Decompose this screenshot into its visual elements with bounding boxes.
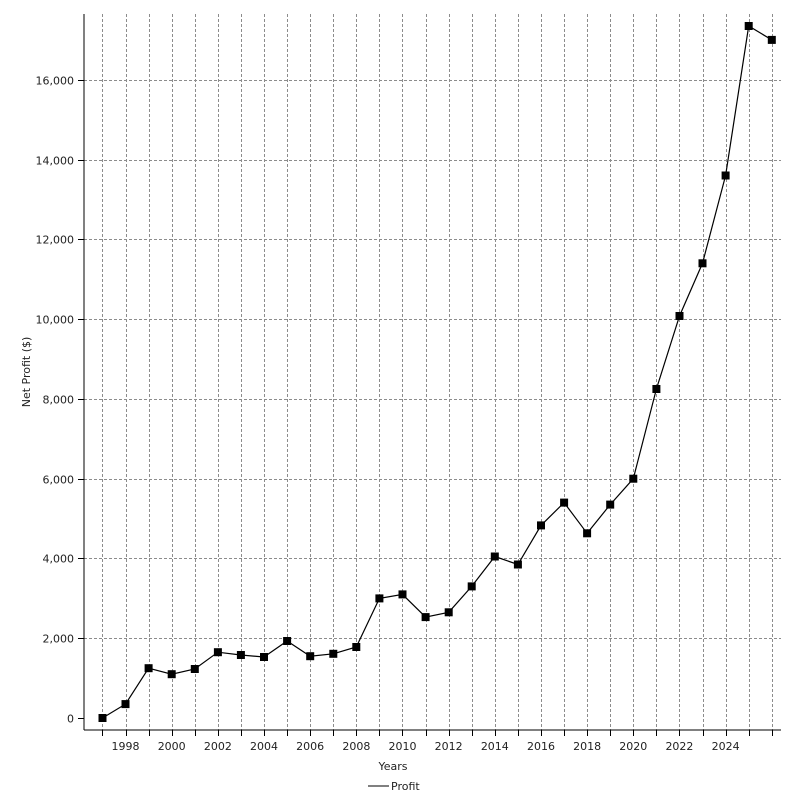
series-profit (98, 22, 776, 722)
data-point-marker (121, 700, 130, 709)
x-ticks: 1998 2000 2002 2004 2006 2008 2010 2012 2014 2016… (102, 730, 773, 753)
data-point-marker (629, 474, 638, 483)
data-point-marker (260, 653, 268, 661)
y-tick-label: 12,000 (36, 234, 75, 247)
data-point-marker (329, 649, 338, 658)
axes (83, 14, 781, 731)
data-point-marker (213, 648, 222, 657)
data-point-marker (583, 529, 592, 538)
series-line (102, 25, 773, 719)
data-point-marker (744, 22, 753, 30)
data-point-marker (144, 664, 153, 673)
x-tick-label: 2004 (250, 740, 278, 753)
x-tick-label: 2024 (712, 740, 740, 753)
data-point-marker (352, 643, 361, 651)
data-point-marker (421, 613, 430, 622)
x-tick-label: 2018 (573, 740, 601, 753)
y-tick-label: 16,000 (36, 75, 75, 88)
legend-label-profit: Profit (391, 780, 420, 793)
y-tick-label: 6,000 (43, 474, 75, 487)
data-point-marker (767, 35, 776, 44)
data-point-marker (698, 259, 707, 268)
y-tick-label: 10,000 (36, 314, 75, 327)
data-point-marker (283, 637, 292, 645)
x-tick-label: 2002 (204, 740, 232, 753)
data-point-marker (606, 500, 615, 509)
x-tick-label: 1998 (112, 740, 140, 753)
data-point-marker (398, 590, 407, 599)
data-point-marker (190, 665, 199, 673)
data-point-marker (721, 171, 730, 180)
y-ticks: 0 2,000 4,000 6,000 8,000 10,000 12,000 14,000 1… (36, 75, 84, 726)
data-point-marker (375, 594, 384, 603)
y-tick-label: 14,000 (36, 155, 75, 168)
legend: Profit (368, 780, 420, 793)
x-tick-label: 2010 (388, 740, 416, 753)
x-axis-title: Years (377, 760, 407, 773)
x-tick-label: 2000 (158, 740, 186, 753)
y-tick-label: 0 (67, 713, 74, 726)
x-tick-label: 2022 (665, 740, 693, 753)
data-point-marker (537, 521, 545, 530)
data-point-marker (98, 714, 107, 722)
x-tick-label: 2016 (527, 740, 555, 753)
x-tick-label: 2014 (481, 740, 509, 753)
grid (84, 14, 781, 730)
y-axis-title: Net Profit ($) (20, 337, 33, 408)
data-point-marker (236, 651, 245, 659)
data-point-marker (513, 560, 522, 569)
x-tick-label: 2020 (619, 740, 647, 753)
data-point-marker (560, 498, 569, 507)
data-point-marker (490, 552, 499, 561)
y-tick-label: 2,000 (43, 633, 75, 646)
data-point-marker (306, 652, 315, 661)
x-tick-label: 2012 (435, 740, 463, 753)
data-point-marker (444, 608, 453, 617)
data-point-marker (167, 670, 176, 679)
y-tick-label: 8,000 (43, 394, 75, 407)
data-point-marker (467, 582, 476, 591)
x-tick-label: 2008 (342, 740, 370, 753)
x-tick-label: 2006 (296, 740, 324, 753)
data-point-marker (652, 385, 661, 393)
data-point-marker (675, 312, 684, 320)
y-tick-label: 4,000 (43, 553, 75, 566)
